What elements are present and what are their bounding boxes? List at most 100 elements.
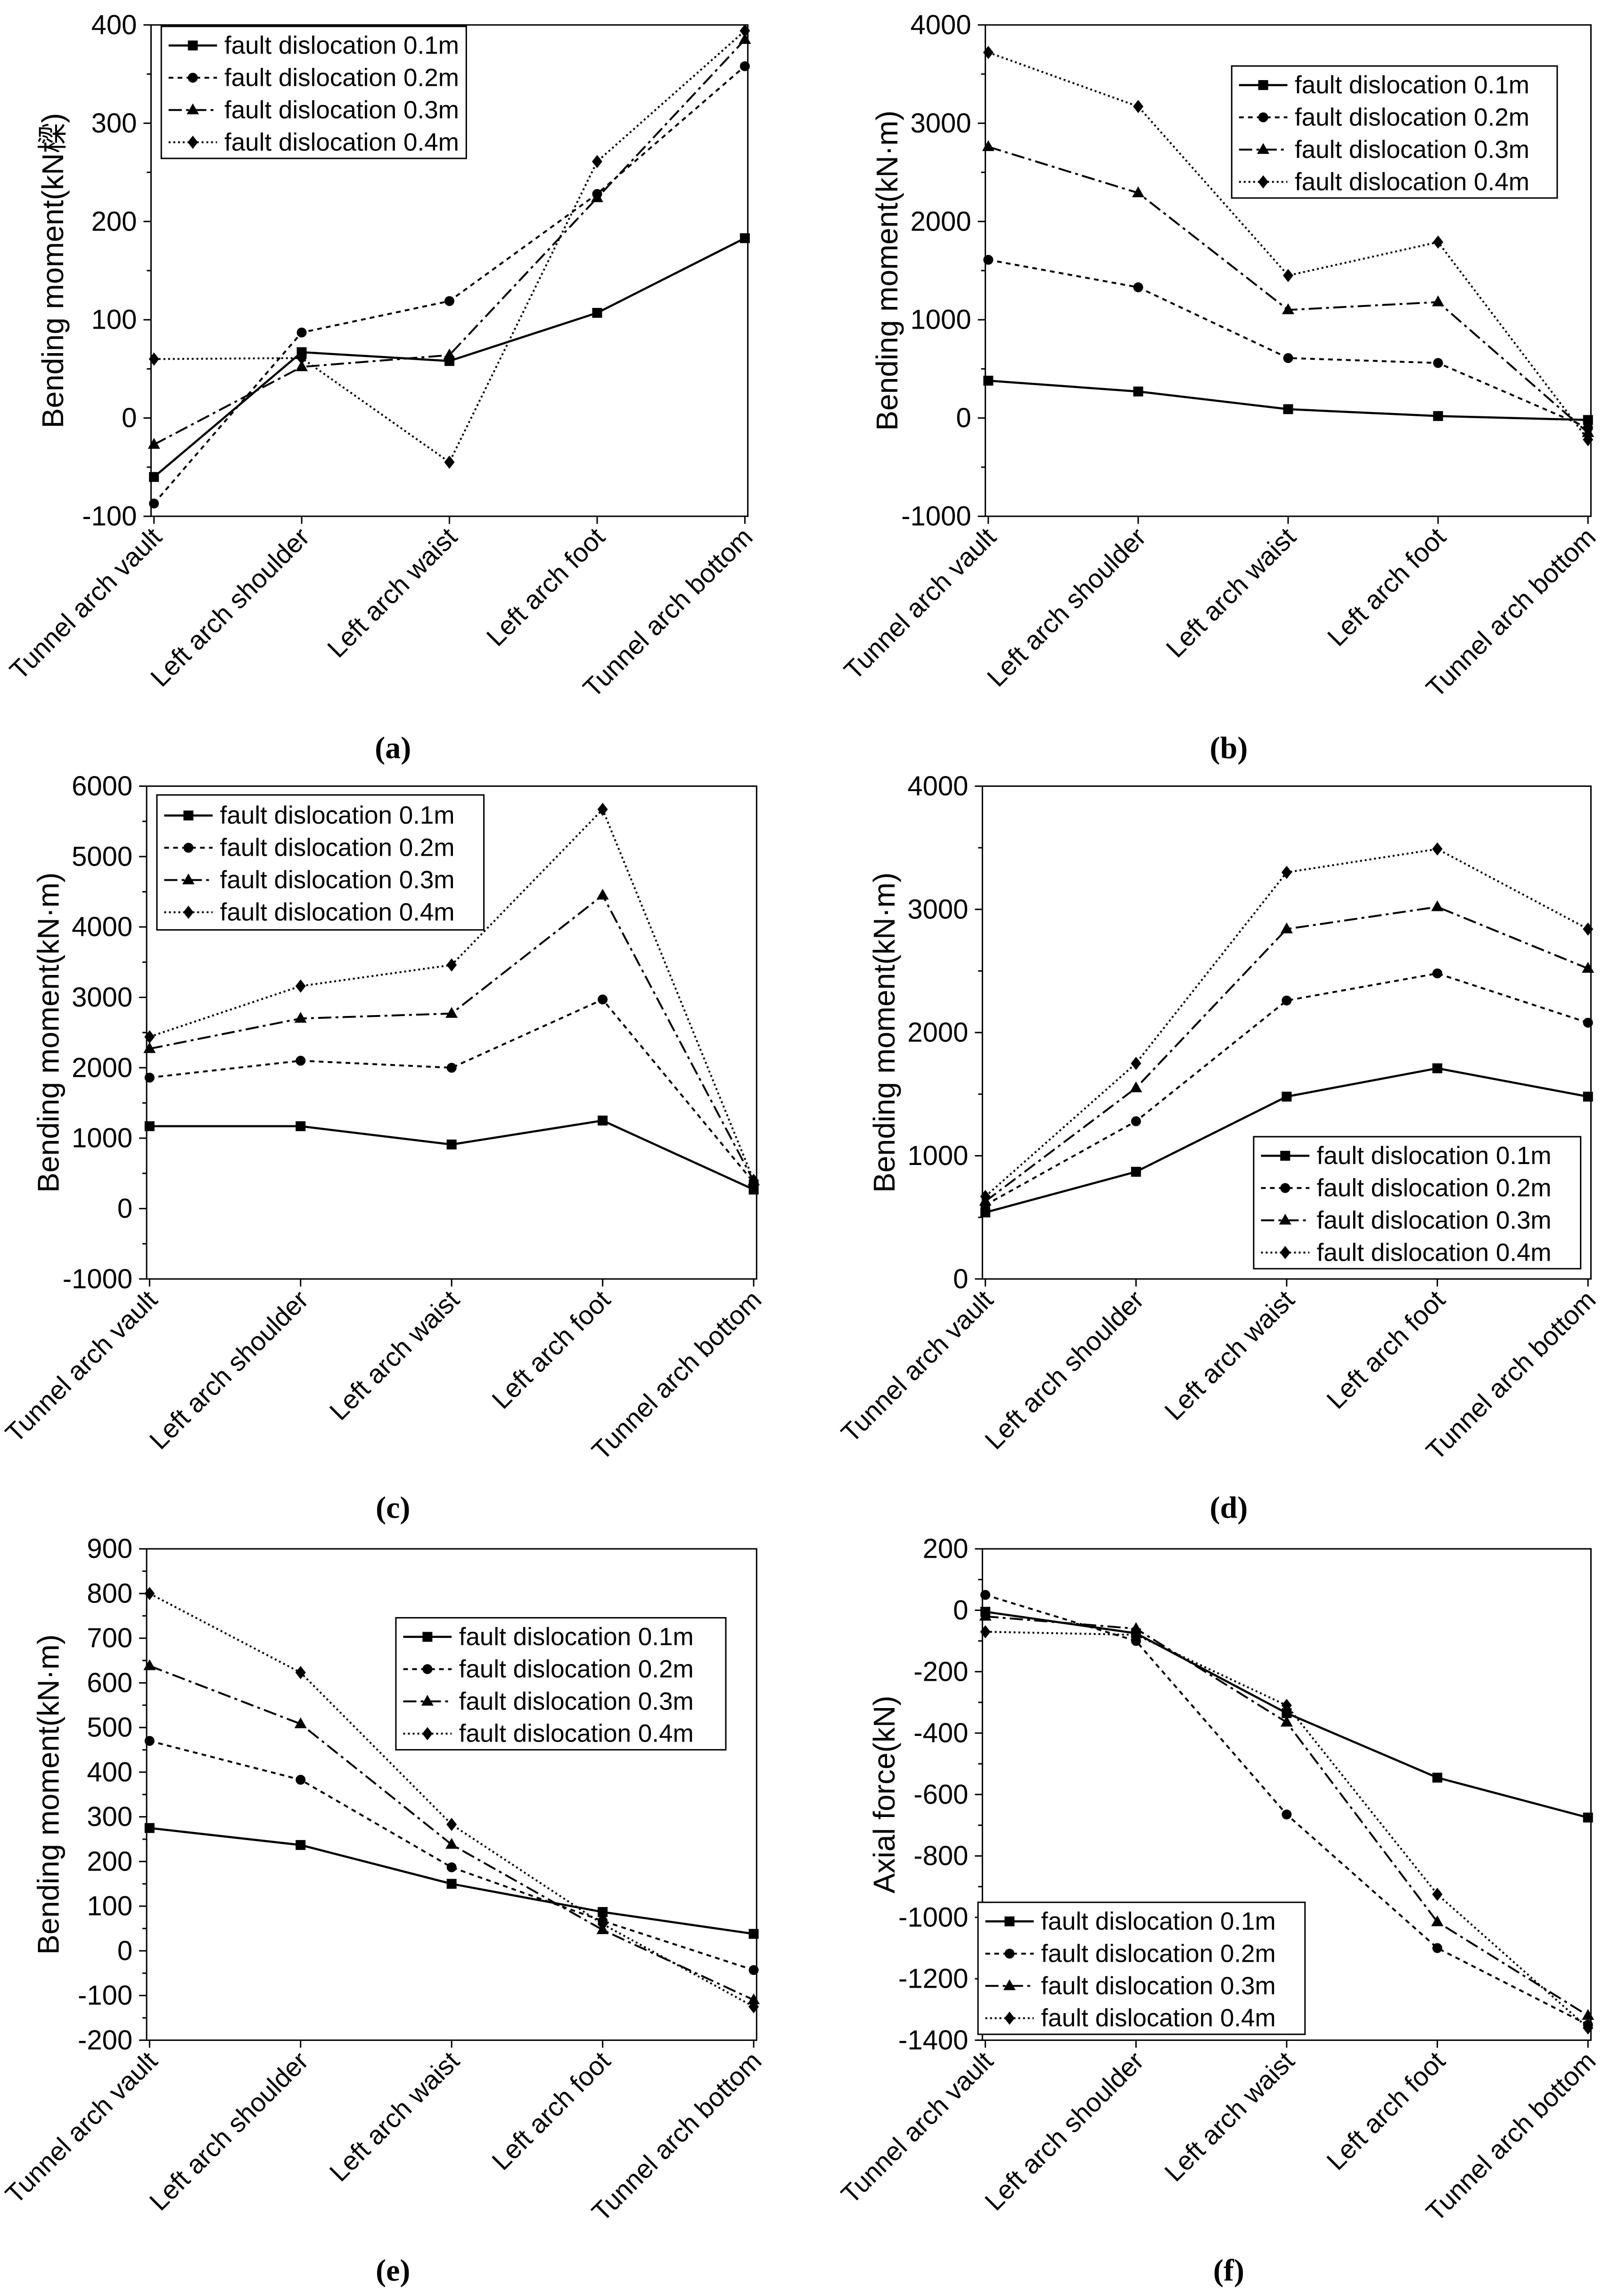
legend-label: fault dislocation 0.4m — [1295, 168, 1529, 196]
x-tick-label: Left arch foot — [1321, 2046, 1451, 2176]
legend-label: fault dislocation 0.1m — [1317, 1142, 1552, 1170]
dislocation-0.2m-marker — [1432, 968, 1443, 979]
dislocation-0.4m-marker — [144, 1030, 155, 1044]
x-tick-label: Tunnel arch vault — [835, 2046, 999, 2209]
dislocation-0.3m-legend-marker — [1279, 1214, 1291, 1225]
dislocation-0.3m-marker — [979, 1610, 992, 1621]
y-axis-title: Bending moment(kN·m) — [32, 872, 66, 1192]
dislocation-0.4m-marker — [1432, 842, 1443, 856]
dislocation-0.4m-legend-marker — [422, 1727, 433, 1741]
dislocation-0.2m-marker — [144, 1073, 155, 1083]
dislocation-0.1m-marker — [1583, 415, 1593, 425]
dislocation-0.3m-marker — [1280, 1716, 1293, 1727]
dislocation-0.4m-marker — [748, 1173, 759, 1187]
dislocation-0.3m-marker — [739, 33, 751, 44]
y-tick-label: 5000 — [72, 841, 132, 872]
dislocation-0.2m-marker — [446, 1063, 457, 1073]
dislocation-0.2m-marker — [1282, 1809, 1292, 1820]
legend-label: fault dislocation 0.1m — [1041, 1908, 1276, 1935]
chart-panel-5: -200 -100 0 100 200 300 400 500 600 700 800 900 Bend… — [0, 1534, 767, 2288]
legend-label: fault dislocation 0.4m — [1317, 1239, 1552, 1266]
dislocation-0.2m-marker — [444, 296, 455, 306]
y-tick-label: 400 — [91, 9, 137, 40]
legend-label: fault dislocation 0.1m — [459, 1623, 694, 1651]
legend-box — [977, 1901, 1306, 2035]
legend-box — [395, 1617, 727, 1751]
dislocation-0.4m-marker — [597, 1917, 608, 1931]
dislocation-0.3m-legend-marker — [187, 103, 199, 115]
y-tick-label: -1200 — [898, 1964, 968, 1994]
dislocation-0.4m-marker — [1131, 1628, 1142, 1642]
legend-label: fault dislocation 0.4m — [459, 1720, 694, 1748]
dislocation-0.4m-marker — [983, 46, 994, 59]
dislocation-0.1m-marker — [740, 233, 750, 243]
x-tick-label: Left arch waist — [321, 521, 463, 663]
x-tick-label: Left arch foot — [486, 2046, 616, 2176]
y-tick-label: -100 — [78, 1980, 132, 2011]
dislocation-0.3m-marker — [1130, 1622, 1142, 1633]
chart-panel-6: -1400 -1200 -1000 -800 -600 -400 -200 0 200 Axial… — [835, 1534, 1601, 2288]
y-tick-label: 2000 — [907, 1017, 968, 1048]
dislocation-0.2m-marker — [1433, 358, 1443, 368]
dislocation-0.2m-legend-marker — [422, 1664, 433, 1674]
chart-panel-2: -1000 0 1000 2000 3000 4000 Bending moment(kN·… — [838, 9, 1601, 765]
y-axis-title: Bending moment(kN樑) — [36, 113, 70, 429]
dislocation-0.2m-marker — [980, 1590, 991, 1600]
y-tick-label: 4000 — [907, 771, 968, 801]
dislocation-0.3m-marker — [596, 888, 609, 900]
dislocation-0.4m-legend-marker — [183, 906, 194, 919]
dislocation-0.4m-marker — [446, 958, 457, 972]
dislocation-0.2m-line — [988, 259, 1588, 429]
dislocation-0.1m-marker — [983, 375, 994, 386]
dislocation-0.3m-legend-marker — [421, 1694, 434, 1706]
legend-label: fault dislocation 0.3m — [1295, 136, 1529, 164]
dislocation-0.1m-marker — [1583, 1812, 1593, 1823]
x-tick-label: Tunnel arch vault — [0, 1284, 163, 1448]
y-tick-label: 1000 — [907, 1140, 968, 1171]
dislocation-0.3m-marker — [982, 140, 994, 151]
panel-label: (e) — [376, 2253, 410, 2288]
x-tick-label: Left arch waist — [1159, 1284, 1300, 1426]
dislocation-0.4m-marker — [748, 2000, 759, 2014]
panel-label: (f) — [1213, 2253, 1244, 2288]
dislocation-0.3m-legend-marker — [1003, 1979, 1016, 1990]
legend-label: fault dislocation 0.4m — [1041, 2004, 1276, 2032]
dislocation-0.1m-legend-marker — [1280, 1150, 1290, 1161]
dislocation-0.2m-marker — [1583, 1017, 1593, 1028]
legend: fault dislocation 0.1m fault dislocation … — [1253, 1136, 1582, 1270]
legend-label: fault dislocation 0.1m — [220, 801, 455, 829]
y-tick-label: -200 — [78, 2025, 132, 2056]
dislocation-0.2m-legend-marker — [188, 73, 198, 83]
y-tick-label: -400 — [913, 1718, 968, 1749]
dislocation-0.2m-marker — [296, 1775, 306, 1785]
dislocation-0.3m-marker — [143, 1659, 156, 1670]
dislocation-0.1m-marker — [1282, 1091, 1292, 1102]
dislocation-0.3m-marker — [294, 1717, 307, 1728]
dislocation-0.1m-marker — [598, 1115, 608, 1126]
dislocation-0.4m-marker — [296, 351, 307, 365]
y-tick-label: 0 — [122, 403, 137, 433]
y-tick-label: 300 — [87, 1801, 132, 1832]
panel-label: (a) — [375, 731, 411, 765]
dislocation-0.2m-marker — [748, 1965, 759, 1975]
dislocation-0.3m-legend-marker — [182, 873, 195, 884]
dislocation-0.1m-legend-marker — [183, 810, 194, 821]
x-tick-label: Left arch foot — [481, 521, 611, 652]
dislocation-0.4m-marker — [148, 352, 159, 366]
y-axis-title: Bending moment(kN·m) — [870, 110, 904, 430]
chart-panel-1: -100 0 100 200 300 400 Bending moment(kN樑) Tunn… — [4, 9, 758, 765]
dislocation-0.2m-legend-marker — [183, 842, 194, 853]
dislocation-0.2m-marker — [296, 1056, 306, 1066]
legend: fault dislocation 0.1m fault dislocation … — [156, 794, 485, 931]
dislocation-0.1m-marker — [446, 1879, 457, 1889]
legend-label: fault dislocation 0.3m — [224, 96, 459, 124]
dislocation-0.1m-marker — [748, 1929, 759, 1939]
dislocation-0.1m-marker — [1133, 386, 1143, 396]
dislocation-0.4m-marker — [592, 155, 602, 168]
legend-label: fault dislocation 0.4m — [220, 899, 455, 926]
dislocation-0.4m-marker — [1433, 235, 1444, 249]
dislocation-0.2m-marker — [1133, 282, 1143, 292]
dislocation-0.1m-legend-marker — [1258, 80, 1268, 90]
legend-label: fault dislocation 0.3m — [1041, 1972, 1276, 2000]
y-axis-title: Bending moment(kN·m) — [867, 872, 901, 1192]
